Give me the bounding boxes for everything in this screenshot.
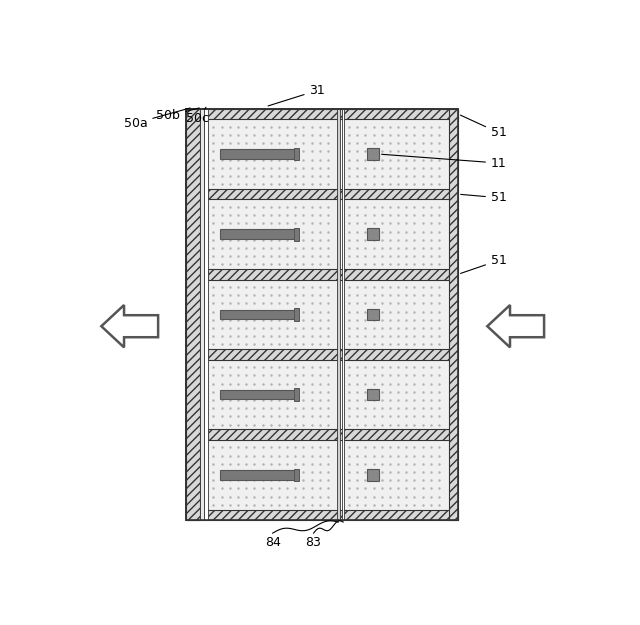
Bar: [367, 229, 379, 240]
Bar: [208, 269, 449, 279]
Text: 84: 84: [265, 536, 280, 549]
Bar: [208, 429, 449, 440]
Bar: [344, 279, 449, 349]
Text: 51: 51: [461, 191, 507, 204]
Bar: [186, 109, 458, 520]
Bar: [342, 109, 344, 520]
Bar: [208, 119, 337, 189]
Bar: [367, 469, 379, 481]
Bar: [200, 109, 204, 520]
Bar: [208, 440, 337, 509]
Bar: [208, 360, 337, 429]
Bar: [367, 309, 379, 320]
Bar: [344, 199, 449, 269]
Bar: [344, 440, 449, 509]
Bar: [294, 228, 299, 241]
Polygon shape: [101, 305, 158, 348]
Text: 31: 31: [268, 84, 325, 106]
Bar: [294, 469, 299, 481]
Text: 50b: 50b: [156, 108, 199, 122]
Text: 50a: 50a: [124, 108, 190, 129]
Bar: [367, 148, 379, 160]
Bar: [208, 349, 449, 360]
Bar: [186, 109, 200, 520]
Bar: [367, 389, 379, 401]
Text: 51: 51: [460, 115, 507, 139]
Bar: [344, 119, 449, 189]
Bar: [449, 109, 458, 520]
Polygon shape: [487, 305, 544, 348]
Bar: [220, 229, 294, 239]
Text: 83: 83: [306, 536, 321, 549]
Text: 50c: 50c: [186, 107, 209, 125]
Bar: [186, 509, 458, 520]
Bar: [294, 308, 299, 321]
Bar: [220, 470, 294, 479]
Bar: [208, 189, 449, 199]
Bar: [220, 309, 294, 319]
Bar: [344, 360, 449, 429]
Bar: [208, 199, 337, 269]
Bar: [186, 109, 458, 119]
Bar: [294, 148, 299, 161]
Bar: [208, 279, 337, 349]
Bar: [220, 149, 294, 159]
Bar: [220, 390, 294, 399]
Bar: [186, 109, 458, 520]
Text: 51: 51: [461, 254, 507, 273]
Text: 11: 11: [381, 154, 507, 169]
Bar: [294, 388, 299, 401]
Bar: [337, 109, 340, 520]
Bar: [204, 109, 208, 520]
